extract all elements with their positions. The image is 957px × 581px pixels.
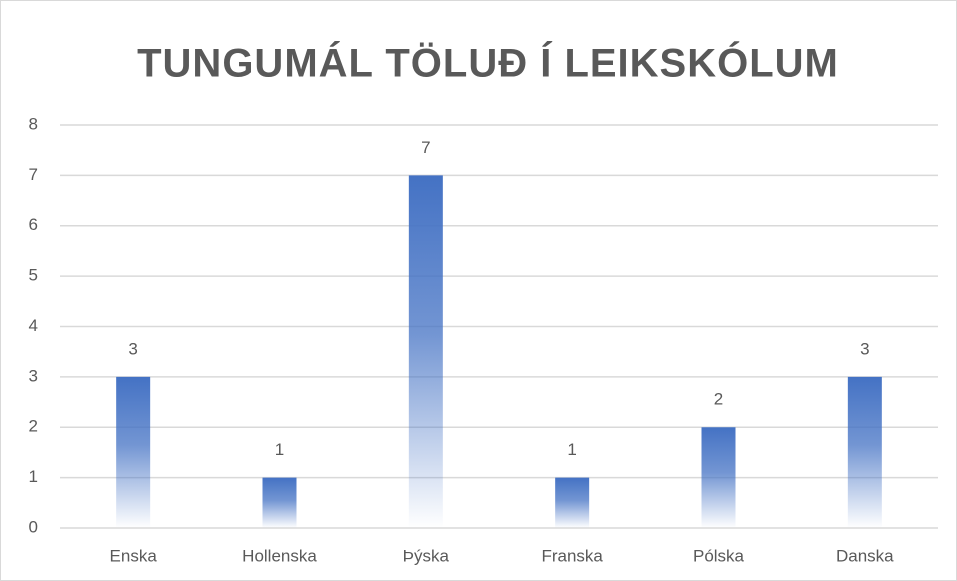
x-tick-label: Þýska [403, 546, 450, 565]
data-label: 3 [128, 339, 137, 358]
y-tick-label: 3 [29, 366, 38, 385]
bar [847, 376, 882, 528]
data-label: 7 [421, 138, 430, 157]
bar [262, 477, 297, 528]
y-tick-label: 4 [29, 316, 38, 335]
x-tick-label: Enska [110, 546, 158, 565]
data-label: 2 [714, 390, 723, 409]
y-tick-label: 0 [29, 517, 38, 536]
data-label: 3 [860, 339, 869, 358]
y-tick-label: 8 [29, 114, 38, 133]
y-tick-label: 2 [29, 417, 38, 436]
bar [701, 427, 736, 528]
chart-title: TUNGUMÁL TÖLUÐ Í LEIKSKÓLUM [137, 40, 839, 86]
data-label: 1 [275, 440, 284, 459]
data-label: 1 [567, 440, 576, 459]
x-tick-label: Hollenska [242, 546, 317, 565]
bar [408, 175, 443, 528]
bar [555, 477, 590, 528]
x-tick-label: Danska [836, 546, 894, 565]
y-tick-label: 7 [29, 165, 38, 184]
bar [116, 376, 151, 528]
x-tick-label: Pólska [693, 546, 745, 565]
y-tick-label: 5 [29, 266, 38, 285]
x-tick-label: Franska [541, 546, 603, 565]
y-tick-label: 1 [29, 467, 38, 486]
y-tick-label: 6 [29, 215, 38, 234]
